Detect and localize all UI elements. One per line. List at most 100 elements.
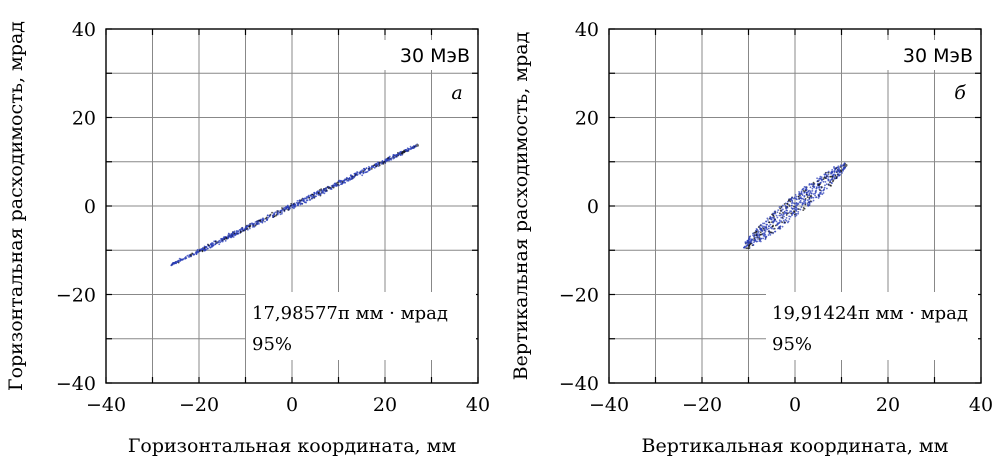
scatter-point xyxy=(237,230,239,232)
scatter-point xyxy=(311,193,314,196)
scatter-point xyxy=(757,226,760,229)
scatter-point xyxy=(789,200,792,203)
scatter-point xyxy=(175,262,177,264)
scatter-point xyxy=(810,192,813,195)
scatter-point xyxy=(844,163,848,167)
scatter-point xyxy=(356,173,359,175)
scatter-point xyxy=(380,161,382,164)
scatter-point xyxy=(791,207,794,210)
scatter-point xyxy=(384,158,387,161)
scatter-point xyxy=(749,238,752,240)
scatter-point xyxy=(317,194,320,196)
scatter-point xyxy=(786,221,789,224)
scatter-point xyxy=(769,223,772,226)
scatter-point xyxy=(829,175,832,178)
scatter-point xyxy=(284,208,287,211)
scatter-point xyxy=(788,203,790,206)
scatter-point xyxy=(778,221,781,224)
scatter-point xyxy=(206,247,209,250)
scatter-point xyxy=(262,217,264,220)
scatter-point xyxy=(366,170,369,173)
scatter-point xyxy=(789,215,792,218)
scatter-point xyxy=(797,208,800,211)
scatter-point xyxy=(782,211,784,214)
scatter-point xyxy=(259,221,262,223)
scatter-point xyxy=(785,214,788,216)
scatter-point xyxy=(798,201,801,204)
scatter-point xyxy=(276,213,279,216)
scatter-point xyxy=(809,200,812,203)
x-tick-label: −20 xyxy=(179,394,219,416)
scatter-point xyxy=(808,198,811,201)
scatter-point xyxy=(762,222,764,225)
scatter-point xyxy=(241,227,244,229)
scatter-point xyxy=(763,235,766,238)
y-tick-label: −20 xyxy=(56,285,96,307)
y-tick-label: 20 xyxy=(72,108,96,130)
scatter-point xyxy=(783,211,786,213)
scatter-point xyxy=(786,203,789,205)
scatter-point xyxy=(387,157,389,159)
scatter-point xyxy=(819,175,822,178)
scatter-point xyxy=(289,204,292,207)
scatter-point xyxy=(746,244,749,247)
scatter-point xyxy=(281,212,283,215)
scatter-point xyxy=(806,196,809,198)
y-tick-label: 40 xyxy=(575,19,599,41)
scatter-point xyxy=(763,222,766,225)
energy-label-box xyxy=(884,40,977,70)
scatter-point xyxy=(297,204,299,207)
scatter-point xyxy=(211,244,214,247)
scatter-point xyxy=(256,223,259,226)
scatter-point xyxy=(758,240,761,243)
scatter-point xyxy=(259,219,262,222)
scatter-point xyxy=(367,168,370,171)
scatter-point xyxy=(293,205,296,208)
scatter-point xyxy=(276,210,279,212)
scatter-point xyxy=(790,196,793,199)
scatter-point xyxy=(177,260,180,263)
scatter-point xyxy=(801,194,804,197)
scatter-point xyxy=(837,165,840,168)
scatter-point xyxy=(752,243,755,246)
scatter-point xyxy=(746,241,749,243)
scatter-point xyxy=(346,179,349,182)
scatter-point xyxy=(350,174,352,176)
scatter-point xyxy=(755,230,758,233)
scatter-point xyxy=(759,231,762,234)
y-tick-label: −40 xyxy=(56,373,96,395)
scatter-point xyxy=(282,208,285,211)
scatter-point xyxy=(814,192,817,195)
scatter-point xyxy=(816,177,818,180)
scatter-point xyxy=(179,259,182,262)
scatter-point xyxy=(264,220,266,223)
scatter-point xyxy=(779,209,782,212)
panel-label: б xyxy=(954,82,966,104)
scatter-point xyxy=(842,170,844,172)
scatter-point xyxy=(214,240,217,243)
scatter-point xyxy=(796,202,799,205)
scatter-point xyxy=(770,218,773,221)
scatter-point xyxy=(783,212,786,215)
scatter-point xyxy=(795,210,798,212)
scatter-point xyxy=(410,146,413,149)
scatter-point xyxy=(827,178,830,181)
scatter-point xyxy=(218,243,221,246)
scatter-point xyxy=(778,212,781,215)
scatter-point xyxy=(819,191,822,194)
scatter-point xyxy=(315,191,318,194)
scatter-point xyxy=(822,180,825,183)
scatter-point xyxy=(234,234,236,237)
scatter-point xyxy=(804,203,807,206)
scatter-point xyxy=(268,215,271,218)
scatter-point xyxy=(248,225,251,228)
scatter-point xyxy=(780,205,783,208)
scatter-point xyxy=(230,235,233,238)
scatter-point xyxy=(361,169,364,172)
scatter-point xyxy=(795,204,798,207)
scatter-point xyxy=(772,221,775,224)
scatter-point xyxy=(233,230,236,233)
scatter-point xyxy=(808,204,811,206)
energy-label: 30 МэВ xyxy=(903,45,973,67)
scatter-point xyxy=(781,225,784,228)
